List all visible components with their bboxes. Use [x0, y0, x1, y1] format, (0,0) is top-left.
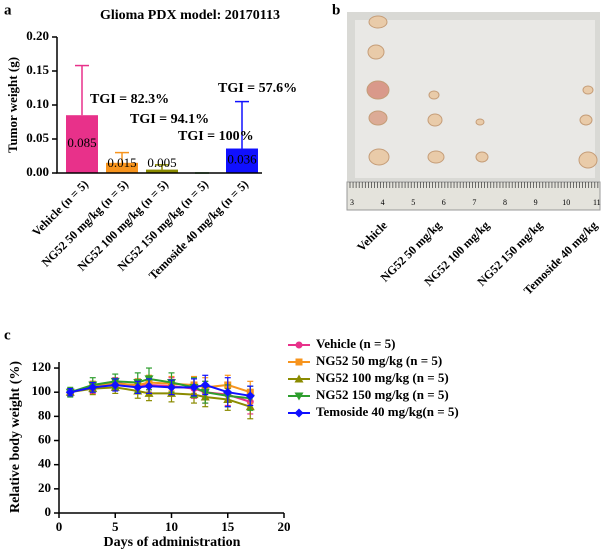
y-tick-label: 0.15	[26, 62, 49, 77]
tumor	[368, 15, 388, 29]
bar	[106, 162, 138, 173]
ruler-label: 10	[562, 198, 570, 207]
ruler-label: 11	[593, 198, 601, 207]
ruler-label: 6	[442, 198, 446, 207]
y-tick-label: 100	[32, 383, 52, 398]
y-tick-label: 60	[38, 432, 51, 447]
ruler-label: 4	[381, 198, 385, 207]
x-tick-label: 0	[56, 519, 63, 534]
photo	[346, 12, 601, 211]
marker	[88, 382, 98, 392]
legend-label: NG52 100 mg/kg (n = 5)	[316, 370, 449, 385]
x-axis-label: Days of administration	[104, 535, 241, 550]
tumor	[578, 151, 598, 169]
marker	[144, 381, 154, 391]
ruler-label: 8	[503, 198, 507, 207]
ruler-label: 5	[411, 198, 415, 207]
y-tick-label: 0.20	[26, 28, 49, 43]
marker	[133, 382, 143, 392]
x-tick-label: 10	[165, 519, 178, 534]
axis	[56, 37, 262, 174]
y-tick-label: 20	[38, 480, 51, 495]
marker	[167, 382, 176, 392]
line	[69, 377, 251, 400]
tumor	[428, 90, 440, 100]
tumor	[582, 85, 594, 95]
annotation: TGI = 94.1%	[130, 112, 209, 127]
legend-label: NG52 150 mg/kg (n = 5)	[316, 387, 449, 402]
legend-label: Temoside 40 mg/kg(n = 5)	[316, 404, 459, 419]
tumor	[368, 148, 390, 166]
line	[69, 381, 251, 394]
marker	[295, 341, 303, 349]
bar	[226, 148, 258, 173]
y-tick-label: 80	[38, 407, 51, 422]
tumor	[427, 150, 445, 164]
data-label: 0.015	[107, 155, 136, 170]
bar	[146, 169, 178, 173]
marker	[189, 382, 199, 392]
y-tick-label: 0.00	[26, 164, 49, 179]
x-tick-label: 20	[278, 519, 291, 534]
annotation: TGI = 82.3%	[90, 92, 169, 107]
y-tick-label: 0.10	[26, 96, 49, 111]
data-label: 0.085	[67, 135, 96, 150]
y-axis-label: Relative body weight (%)	[8, 361, 23, 513]
series	[65, 374, 255, 408]
sheet	[355, 20, 595, 178]
y-axis-label: Tumor weight (g)	[5, 57, 20, 153]
data-label: 0.005	[147, 155, 176, 170]
ruler-label: 3	[350, 198, 354, 207]
marker	[294, 408, 304, 418]
panel-label: b	[332, 2, 340, 18]
tumor	[366, 80, 390, 100]
y-tick-label: 0	[45, 504, 52, 519]
marker	[245, 391, 255, 401]
chart-title: Glioma PDX model: 20170113	[100, 8, 280, 23]
tumor	[475, 151, 489, 163]
axis	[58, 362, 284, 514]
tumor	[579, 114, 593, 126]
tumor	[427, 113, 443, 127]
data-label: 0.036	[227, 152, 257, 167]
tumor	[368, 110, 388, 126]
marker	[294, 392, 304, 401]
x-tick-label: 5	[112, 519, 119, 534]
x-tick-label: 15	[221, 519, 235, 534]
ruler-label: 7	[472, 198, 476, 207]
tumor	[367, 44, 385, 60]
y-tick-label: 120	[32, 359, 52, 374]
marker	[110, 380, 120, 390]
photo-label: Vehicle	[354, 218, 390, 254]
marker	[294, 374, 304, 383]
legend-label: Vehicle (n = 5)	[316, 336, 396, 351]
y-tick-label: 40	[38, 456, 51, 471]
panel-label: a	[4, 2, 12, 18]
annotation: TGI = 57.6%	[218, 81, 297, 96]
ruler-label: 9	[534, 198, 538, 207]
legend-label: NG52 50 mg/kg (n = 5)	[316, 353, 442, 368]
panel-label: c	[4, 327, 11, 343]
tumor	[475, 118, 485, 126]
bar	[66, 115, 98, 173]
marker	[223, 387, 233, 397]
line	[70, 383, 251, 397]
marker	[200, 380, 210, 390]
marker	[295, 358, 303, 366]
y-tick-label: 0.05	[26, 130, 49, 145]
marker	[65, 387, 75, 397]
annotation: TGI = 100%	[178, 129, 254, 144]
line	[70, 386, 251, 408]
